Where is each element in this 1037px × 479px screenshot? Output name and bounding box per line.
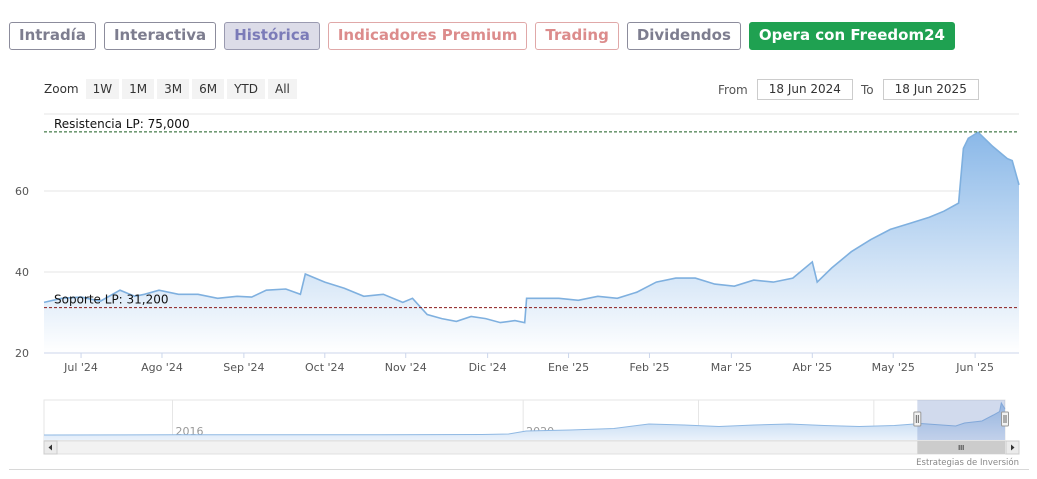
zoom-1m-button[interactable]: 1M xyxy=(122,79,155,99)
x-tick-label: Nov '24 xyxy=(385,361,427,374)
price-chart: 20 40 60 Resistencia LP: 75,000 Soporte LP:… xyxy=(15,113,1020,468)
zoom-bar: Zoom 1W 1M 3M 6M YTD All xyxy=(44,79,297,99)
y-tick-label: 60 xyxy=(15,185,29,198)
tab-opera-con-freedom24[interactable]: Opera con Freedom24 xyxy=(748,22,955,50)
chart-frame: Zoom 1W 1M 3M 6M YTD All From 18 Jun 202… xyxy=(9,66,1029,470)
chart-tabs: Intradía Interactiva Histórica Indicadores … xyxy=(9,22,955,50)
zoom-ytd-button[interactable]: YTD xyxy=(227,79,265,99)
x-tick-label: Feb '25 xyxy=(629,361,669,374)
x-tick-label: Ene '25 xyxy=(548,361,589,374)
annotations: Resistencia LP: 75,000 Soporte LP: 31,200 xyxy=(44,117,1019,309)
range-to-label: To xyxy=(861,82,874,97)
tab-dividendos[interactable]: Dividendos xyxy=(626,22,741,50)
navigator-line xyxy=(43,401,1006,436)
price-area xyxy=(44,132,1019,353)
zoom-label: Zoom xyxy=(44,82,79,96)
zoom-6m-button[interactable]: 6M xyxy=(192,79,225,99)
tab-hist-rica[interactable]: Histórica xyxy=(224,22,320,50)
x-axis: Jul '24 Ago '24 Sep '24 Oct '24 Nov '24 Dic '… xyxy=(44,352,1019,374)
resistance-label: Resistencia LP: 75,000 xyxy=(54,117,190,131)
credit-text: Estrategias de Inversión xyxy=(916,457,1019,468)
tab-trading[interactable]: Trading xyxy=(535,22,619,50)
navigator-handle-right[interactable] xyxy=(1001,411,1009,427)
x-tick-label: Mar '25 xyxy=(711,361,752,374)
tab-intrad-a[interactable]: Intradía xyxy=(9,22,96,50)
scrollbar-track xyxy=(43,440,1020,455)
x-tick-label: Jul '24 xyxy=(63,361,98,374)
range-from-input[interactable]: 18 Jun 2024 xyxy=(756,79,853,100)
arrow-left-icon xyxy=(48,444,52,451)
x-tick-label: Ago '24 xyxy=(141,361,183,374)
x-tick-label: Abr '25 xyxy=(793,361,833,374)
x-tick-label: May '25 xyxy=(872,361,915,374)
navigator-area xyxy=(44,403,1005,440)
navigator-handle-left[interactable] xyxy=(913,411,922,427)
price-line xyxy=(43,131,1020,324)
zoom-1w-button[interactable]: 1W xyxy=(85,79,120,99)
zoom-all-button[interactable]: All xyxy=(268,79,297,99)
arrow-right-icon xyxy=(1011,444,1015,451)
x-tick-label: Jun '25 xyxy=(955,361,994,374)
y-axis-labels: 20 40 60 xyxy=(15,185,29,360)
x-tick-label: Oct '24 xyxy=(305,361,345,374)
range-from-label: From xyxy=(718,82,748,97)
range-to: To 18 Jun 2025 xyxy=(861,79,979,100)
zoom-3m-button[interactable]: 3M xyxy=(157,79,190,99)
tab-interactiva[interactable]: Interactiva xyxy=(103,22,217,50)
range-from: From 18 Jun 2024 xyxy=(718,79,853,100)
x-tick-label: Sep '24 xyxy=(223,361,264,374)
range-to-input[interactable]: 18 Jun 2025 xyxy=(882,79,979,100)
navigator[interactable]: 2016202020222024 xyxy=(43,399,1020,455)
x-tick-label: Dic '24 xyxy=(469,361,507,374)
support-label: Soporte LP: 31,200 xyxy=(54,293,169,307)
y-tick-label: 40 xyxy=(15,266,29,279)
y-tick-label: 20 xyxy=(15,347,29,360)
navigator-selection xyxy=(917,400,1005,440)
tab-indicadores-premium[interactable]: Indicadores Premium xyxy=(327,22,528,50)
